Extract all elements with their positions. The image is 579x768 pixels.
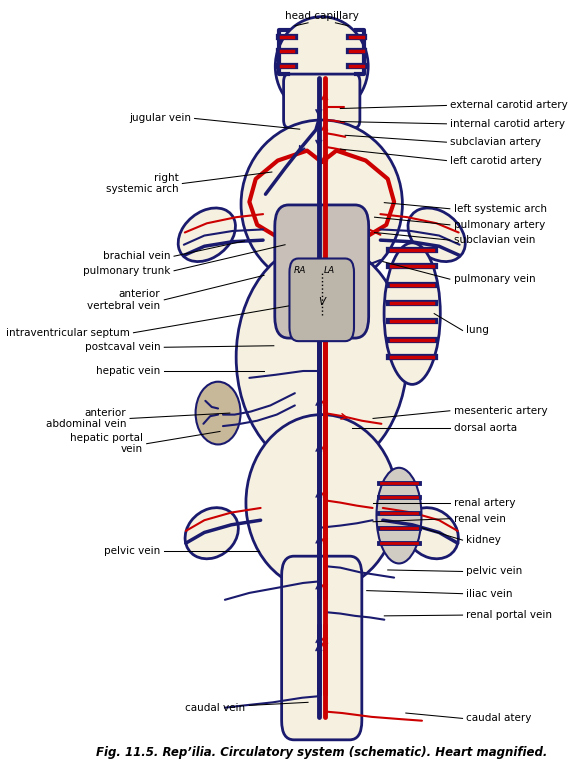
Text: caudal vein: caudal vein (185, 703, 245, 713)
Text: caudal atery: caudal atery (467, 713, 532, 723)
Ellipse shape (241, 120, 402, 288)
Text: pulmonary vein: pulmonary vein (454, 274, 536, 284)
Text: left carotid artery: left carotid artery (450, 156, 542, 166)
Ellipse shape (384, 243, 440, 384)
FancyBboxPatch shape (275, 205, 369, 338)
Text: left systemic arch: left systemic arch (454, 204, 547, 214)
Text: intraventricular septum: intraventricular septum (6, 328, 130, 338)
Text: mesenteric artery: mesenteric artery (454, 406, 547, 415)
Text: pelvic vein: pelvic vein (467, 567, 523, 577)
Text: right
systemic arch: right systemic arch (106, 173, 178, 194)
Ellipse shape (196, 382, 240, 445)
Text: anterior
abdominal vein: anterior abdominal vein (46, 408, 126, 429)
Ellipse shape (178, 208, 236, 262)
Text: renal portal vein: renal portal vein (467, 610, 552, 620)
Ellipse shape (405, 508, 459, 559)
Text: renal artery: renal artery (454, 498, 515, 508)
Text: Fig. 11.5. Repʼilia. Circulatory system (schematic). Heart magnified.: Fig. 11.5. Repʼilia. Circulatory system … (96, 746, 547, 760)
Ellipse shape (408, 208, 466, 262)
Text: brachial vein: brachial vein (102, 251, 170, 261)
Text: postcaval vein: postcaval vein (85, 343, 160, 353)
Text: anterior
vertebral vein: anterior vertebral vein (87, 289, 160, 310)
Text: dorsal aorta: dorsal aorta (454, 423, 517, 433)
Text: subclavian vein: subclavian vein (454, 235, 535, 245)
Text: RA: RA (294, 266, 306, 275)
Ellipse shape (376, 468, 422, 564)
Ellipse shape (185, 508, 239, 559)
Text: hepatic portal
vein: hepatic portal vein (70, 433, 143, 455)
Text: external carotid artery: external carotid artery (450, 101, 568, 111)
Text: pulmonary trunk: pulmonary trunk (83, 266, 170, 276)
FancyBboxPatch shape (284, 74, 360, 127)
FancyBboxPatch shape (281, 556, 362, 740)
Text: pelvic vein: pelvic vein (104, 546, 160, 556)
Ellipse shape (275, 17, 368, 116)
Text: internal carotid artery: internal carotid artery (450, 119, 565, 129)
Text: hepatic vein: hepatic vein (96, 366, 160, 376)
Text: LA: LA (324, 266, 335, 275)
Ellipse shape (236, 243, 407, 472)
Text: pulmonary artery: pulmonary artery (454, 220, 545, 230)
Text: head capillary: head capillary (285, 11, 358, 21)
Ellipse shape (246, 415, 398, 591)
FancyBboxPatch shape (290, 259, 354, 341)
Text: jugular vein: jugular vein (129, 114, 190, 124)
Text: kidney: kidney (467, 535, 501, 545)
Text: subclavian artery: subclavian artery (450, 137, 541, 147)
Text: iliac vein: iliac vein (467, 588, 513, 599)
Text: V: V (318, 297, 325, 307)
Text: lung: lung (467, 326, 489, 336)
Text: renal vein: renal vein (454, 514, 505, 524)
